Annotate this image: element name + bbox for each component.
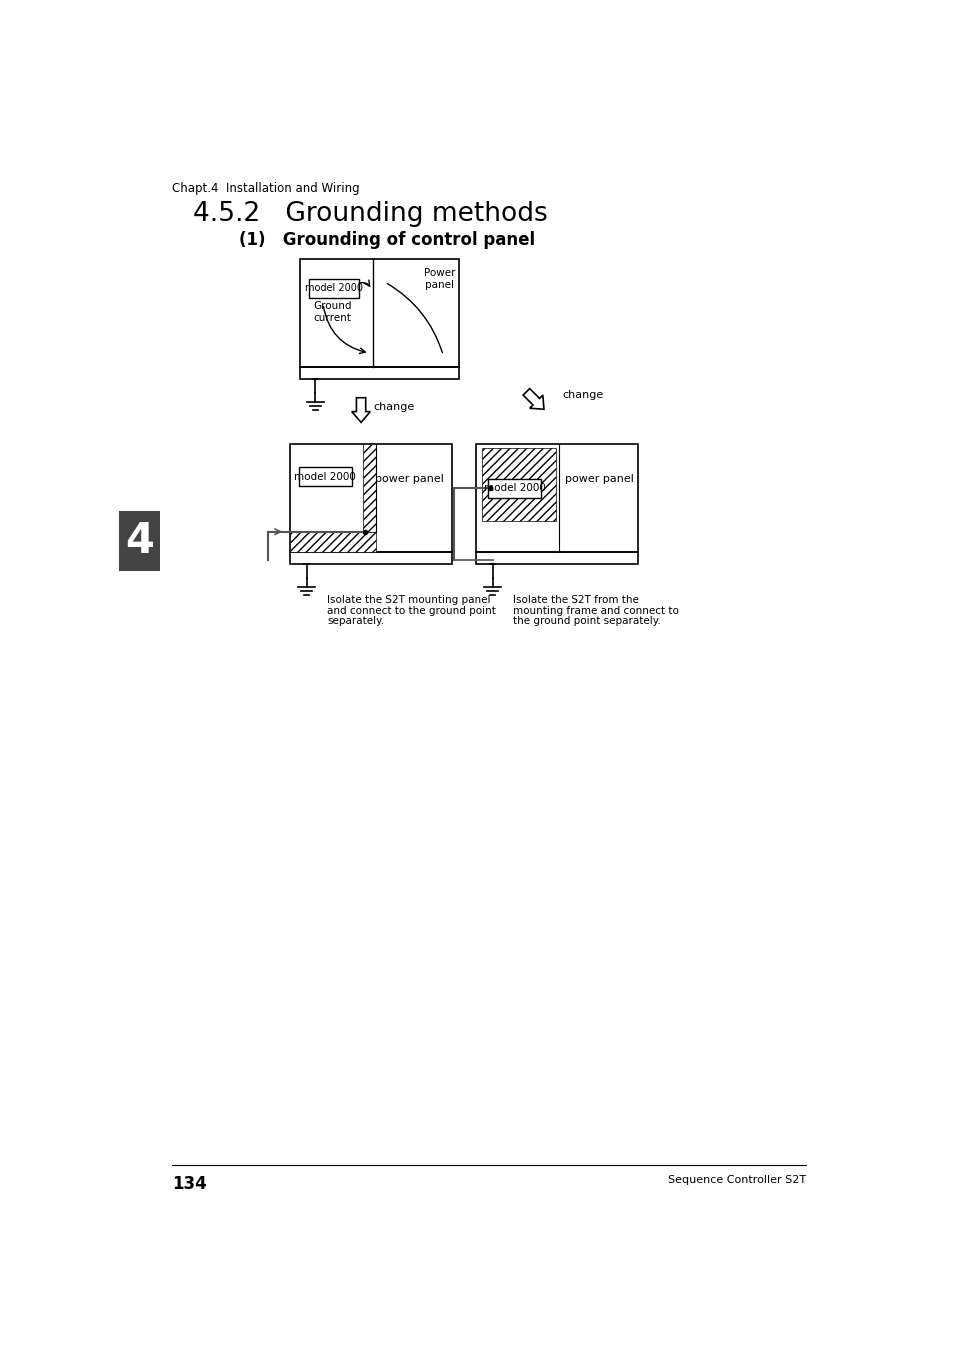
Bar [299,367,458,380]
Text: Isolate the S2T mounting panel: Isolate the S2T mounting panel [327,594,490,605]
Bar [363,444,375,532]
Text: change: change [373,403,415,412]
Text: Ground
current: Ground current [314,301,352,323]
Text: change: change [562,390,603,400]
Text: 4.5.2   Grounding methods: 4.5.2 Grounding methods [193,201,547,227]
Text: the ground point separately.: the ground point separately. [513,616,660,627]
Bar [290,444,452,551]
Text: model 2000: model 2000 [483,484,545,493]
Text: (1)   Grounding of control panel: (1) Grounding of control panel [239,231,535,249]
Bar [309,280,359,297]
Text: model 2000: model 2000 [305,284,363,293]
Text: Isolate the S2T from the: Isolate the S2T from the [513,594,639,605]
Text: mounting frame and connect to: mounting frame and connect to [513,605,679,616]
Bar [298,467,352,486]
Text: power panel: power panel [375,474,444,484]
Text: and connect to the ground point: and connect to the ground point [327,605,496,616]
Bar [290,532,375,551]
Text: Power
panel: Power panel [423,269,455,290]
Bar [299,259,458,367]
Bar [290,551,452,565]
Text: 4: 4 [125,520,153,562]
Text: Sequence Controller S2T: Sequence Controller S2T [667,1175,805,1185]
Text: Chapt.4  Installation and Wiring: Chapt.4 Installation and Wiring [172,182,359,195]
Text: 134: 134 [172,1175,207,1193]
Bar [476,551,638,565]
Text: separately.: separately. [327,616,384,627]
Bar [488,478,540,497]
Bar [476,444,638,551]
Bar [119,511,159,571]
Bar [481,447,555,521]
Text: power panel: power panel [565,474,634,484]
Text: model 2000: model 2000 [294,471,356,482]
